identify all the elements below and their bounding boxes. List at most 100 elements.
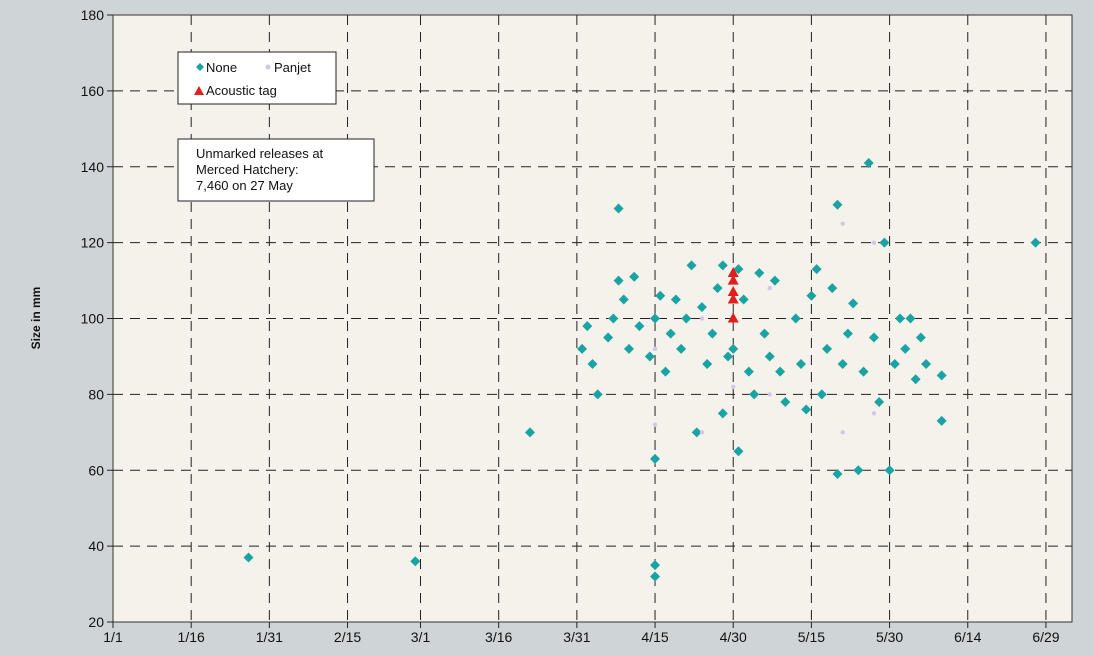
legend-box [177, 51, 337, 105]
y-tick-label: 20 [88, 614, 104, 630]
point-none [733, 446, 744, 457]
point-none [780, 396, 791, 407]
y-tick-label: 160 [81, 83, 105, 99]
annotation-frame [177, 138, 375, 202]
point-none [790, 313, 801, 324]
legend-none-label: None [206, 60, 237, 75]
x-tick-label: 6/29 [1032, 629, 1059, 645]
point-none [754, 267, 765, 278]
point-none [879, 237, 890, 248]
point-none [884, 465, 895, 476]
annotation-box: Unmarked releases at Merced Hatchery: 7,… [177, 138, 375, 202]
point-none [863, 157, 874, 168]
point-none [806, 290, 817, 301]
point-acoustic-tag [727, 266, 739, 277]
point-none [577, 343, 588, 354]
point-none [702, 359, 713, 370]
y-tick-label: 100 [81, 311, 105, 327]
x-tick-label: 5/30 [876, 629, 903, 645]
x-tick-label: 4/30 [720, 629, 747, 645]
point-none [858, 366, 869, 377]
point-none [592, 389, 603, 400]
point-none [608, 313, 619, 324]
point-none [900, 343, 911, 354]
point-none [769, 275, 780, 286]
point-none [764, 351, 775, 362]
point-none [822, 343, 833, 354]
point-acoustic-tag [727, 274, 739, 285]
point-acoustic-tag [727, 312, 739, 323]
point-none [717, 260, 728, 271]
point-none [728, 343, 739, 354]
point-none [743, 366, 754, 377]
legend-none-marker [196, 63, 204, 71]
point-none [723, 351, 734, 362]
point-none [889, 359, 900, 370]
point-none [848, 298, 859, 309]
point-none [827, 283, 838, 294]
point-panjet [871, 411, 877, 416]
legend: None Panjet Acoustic tag [177, 51, 337, 105]
point-none [650, 453, 661, 464]
x-tick-label: 6/14 [954, 629, 981, 645]
scatter-points [243, 157, 1041, 582]
point-none [910, 374, 921, 385]
point-none [691, 427, 702, 438]
point-none [629, 271, 640, 282]
legend-acoustic-marker [194, 86, 204, 95]
point-none [650, 560, 661, 571]
point-panjet [652, 346, 658, 352]
point-none [613, 203, 624, 214]
point-none [696, 302, 707, 313]
annotation-line-3: 7,460 on 27 May [196, 178, 293, 193]
point-none [749, 389, 760, 400]
point-none [868, 332, 879, 343]
point-none [524, 427, 535, 438]
y-axis-label: Size in mm [29, 287, 43, 350]
point-panjet [840, 221, 845, 226]
point-acoustic-tag [727, 293, 739, 304]
point-none [587, 359, 598, 370]
x-tick-label: 5/15 [798, 629, 825, 645]
point-none [681, 313, 692, 324]
point-none [712, 283, 723, 294]
point-none [775, 366, 786, 377]
point-none [915, 332, 926, 343]
point-none [1030, 237, 1041, 248]
point-panjet [767, 392, 772, 397]
point-none [832, 469, 843, 480]
point-none [936, 415, 947, 426]
point-none [634, 321, 645, 332]
point-none [707, 328, 718, 339]
y-tick-label: 140 [81, 159, 105, 175]
gridlines [113, 15, 1072, 622]
point-none [603, 332, 614, 343]
point-none [650, 571, 661, 582]
legend-panjet-label: Panjet [274, 60, 311, 75]
y-tick-label: 80 [88, 386, 104, 402]
annotation-line-2: Merced Hatchery: [196, 162, 299, 177]
point-none [738, 294, 749, 305]
point-none [655, 290, 666, 301]
point-none [837, 359, 848, 370]
point-none [676, 343, 687, 354]
point-none [644, 351, 655, 362]
point-none [842, 328, 853, 339]
x-tick-label: 2/15 [334, 629, 361, 645]
x-axis-ticks: 1/1 1/16 1/31 2/15 3/1 3/16 3/31 4/15 4/30 5/15 5/… [103, 622, 1060, 645]
point-acoustic-tag [727, 285, 739, 296]
legend-panjet-marker [265, 64, 271, 70]
point-panjet [871, 240, 877, 245]
point-none [650, 313, 661, 324]
point-panjet [652, 422, 658, 427]
point-none [874, 396, 885, 407]
point-none [686, 260, 697, 271]
point-none [853, 465, 864, 476]
x-tick-label: 3/16 [485, 629, 512, 645]
y-tick-label: 40 [88, 538, 104, 554]
point-none [665, 328, 676, 339]
y-axis-ticks: 20 40 60 80 100 120 140 160 180 [81, 7, 113, 630]
annotation-line-1: Unmarked releases at [196, 146, 324, 161]
point-none [832, 199, 843, 210]
